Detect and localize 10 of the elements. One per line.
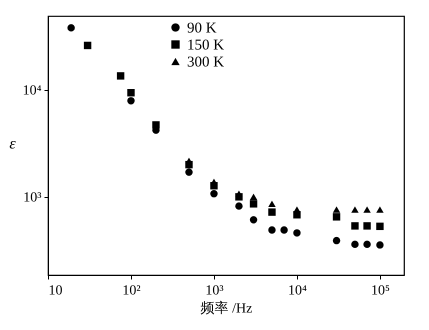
y-axis-title: ε <box>9 136 16 152</box>
x-tick-label: 10 <box>48 284 62 298</box>
x-axis-title: 频率 /Hz <box>200 300 252 316</box>
legend-label: 300 K <box>187 54 224 70</box>
legend-label: 150 K <box>187 38 224 54</box>
x-tick-label: 10⁵ <box>370 284 390 298</box>
x-tick-label: 10⁴ <box>288 284 308 298</box>
x-tick-label: 10² <box>122 284 141 298</box>
x-tick-label: 10³ <box>205 284 224 298</box>
legend-label: 90 K <box>187 20 217 36</box>
